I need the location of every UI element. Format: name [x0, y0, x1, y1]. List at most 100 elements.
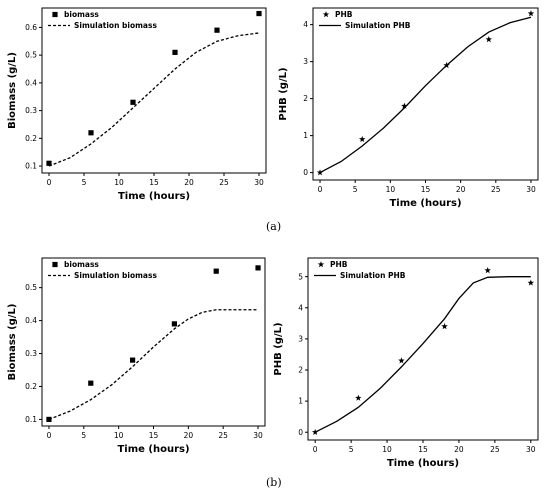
- series-line: [48, 309, 259, 421]
- y-tick-label: 0.2: [25, 134, 37, 143]
- y-axis-label: Biomass (g/L): [7, 52, 18, 129]
- legend-label: Simulation PHB: [345, 21, 411, 30]
- series-line: [48, 32, 260, 167]
- series-points: [46, 10, 262, 166]
- data-point: [214, 27, 220, 33]
- data-point: [213, 268, 219, 274]
- x-tick-label: 20: [456, 185, 466, 194]
- plot-frame: [307, 257, 539, 441]
- x-tick-label: 0: [47, 431, 52, 440]
- data-point: [398, 357, 405, 364]
- data-point: [355, 394, 362, 401]
- series-line: [319, 16, 532, 174]
- legend-label: biomass: [64, 10, 99, 19]
- x-tick-label: 30: [526, 445, 536, 454]
- series-points: [46, 265, 261, 423]
- x-tick-label: 10: [114, 431, 124, 440]
- y-tick-label: 0.4: [25, 78, 37, 87]
- data-point: [46, 160, 52, 166]
- series-line: [314, 276, 531, 433]
- data-point: [129, 357, 136, 363]
- panel-label-b: (b): [266, 476, 282, 489]
- x-tick-label: 15: [149, 431, 159, 440]
- data-point: [441, 323, 448, 330]
- legend-marker: [52, 261, 58, 268]
- data-point: [88, 130, 94, 136]
- x-axis-label: Time (hours): [387, 458, 459, 469]
- y-tick-label: 0.6: [25, 23, 37, 32]
- x-tick-label: 10: [382, 445, 392, 454]
- y-tick-label: 0.3: [25, 349, 37, 358]
- x-tick-label: 25: [219, 178, 229, 187]
- x-tick-label: 25: [218, 431, 228, 440]
- data-point: [255, 265, 261, 271]
- x-tick-label: 30: [526, 185, 536, 194]
- x-tick-label: 20: [454, 445, 464, 454]
- y-axis-label: PHB (g/L): [278, 67, 289, 120]
- x-tick-label: 20: [184, 178, 194, 187]
- data-point: [358, 135, 366, 143]
- legend-label: PHB: [330, 260, 348, 269]
- legend-label: Simulation PHB: [340, 271, 406, 280]
- x-tick-label: 30: [254, 178, 264, 187]
- data-point: [46, 416, 52, 423]
- y-tick-label: 5: [298, 272, 303, 281]
- legend-label: biomass: [64, 260, 99, 269]
- x-tick-label: 15: [421, 185, 431, 194]
- x-tick-label: 0: [318, 185, 323, 194]
- y-tick-label: 0.4: [25, 316, 37, 325]
- y-tick-label: 0.2: [25, 382, 37, 391]
- data-point: [88, 380, 94, 386]
- x-tick-label: 20: [184, 431, 194, 440]
- chart-a-right: 0 5 10 15 20 25 30 0 1 2 3 4 Time (hours) PHB (g/L) PH…: [278, 7, 539, 209]
- legend-label: Simulation biomass: [74, 21, 157, 30]
- y-tick-label: 4: [303, 20, 308, 29]
- y-tick-label: 0.5: [25, 283, 37, 292]
- y-tick-label: 1: [298, 397, 303, 406]
- x-axis-label: Time (hours): [117, 444, 189, 455]
- x-tick-label: 5: [82, 178, 87, 187]
- legend-label: Simulation biomass: [74, 271, 157, 280]
- y-tick-label: 4: [298, 303, 303, 312]
- data-point: [172, 49, 178, 55]
- chart-b-left: 0 5 10 15 20 25 30 0.1 0.2 0.3 0.4 0.5 Time (hours) B…: [7, 257, 266, 455]
- plot-frame: [312, 7, 539, 181]
- y-tick-label: 0.1: [25, 162, 37, 171]
- panel-label-a: (a): [266, 220, 282, 233]
- y-tick-label: 1: [303, 131, 308, 140]
- data-point: [401, 102, 408, 109]
- y-tick-label: 0: [298, 428, 303, 437]
- x-tick-label: 5: [349, 445, 354, 454]
- y-tick-label: 3: [298, 334, 303, 343]
- series-points: [311, 267, 535, 435]
- y-axis-label: Biomass (g/L): [7, 304, 18, 381]
- data-point: [484, 267, 491, 274]
- chart-b-right: 0 5 10 15 20 25 30 0 1 2 3 4 5 Time (hours) PHB (g/L) P…: [273, 257, 539, 469]
- plot-frame: [41, 257, 266, 427]
- data-point: [256, 10, 262, 17]
- x-tick-label: 25: [490, 445, 500, 454]
- chart-a-left: 0 5 10 15 20 25 30 0.1 0.2 0.3 0.4 0.5 0.6 Time (hour…: [7, 7, 267, 202]
- x-tick-label: 10: [114, 178, 124, 187]
- data-point: [171, 321, 178, 327]
- x-tick-label: 30: [253, 431, 263, 440]
- data-point: [527, 10, 535, 17]
- x-tick-label: 15: [418, 445, 428, 454]
- y-tick-label: 3: [303, 57, 308, 66]
- legend-marker: [322, 11, 330, 18]
- data-point: [527, 279, 535, 286]
- x-tick-label: 10: [386, 185, 396, 194]
- x-tick-label: 25: [491, 185, 501, 194]
- data-point: [130, 99, 136, 105]
- plot-frame: [41, 7, 267, 174]
- x-tick-label: 0: [47, 178, 52, 187]
- y-tick-label: 0.5: [25, 51, 37, 60]
- x-axis-label: Time (hours): [118, 191, 190, 202]
- data-point: [485, 36, 493, 43]
- y-tick-label: 2: [303, 94, 308, 103]
- legend-marker: [52, 11, 58, 18]
- x-tick-label: 0: [313, 445, 318, 454]
- legend-marker: [317, 261, 325, 268]
- x-tick-label: 5: [81, 431, 86, 440]
- y-axis-label: PHB (g/L): [273, 322, 284, 375]
